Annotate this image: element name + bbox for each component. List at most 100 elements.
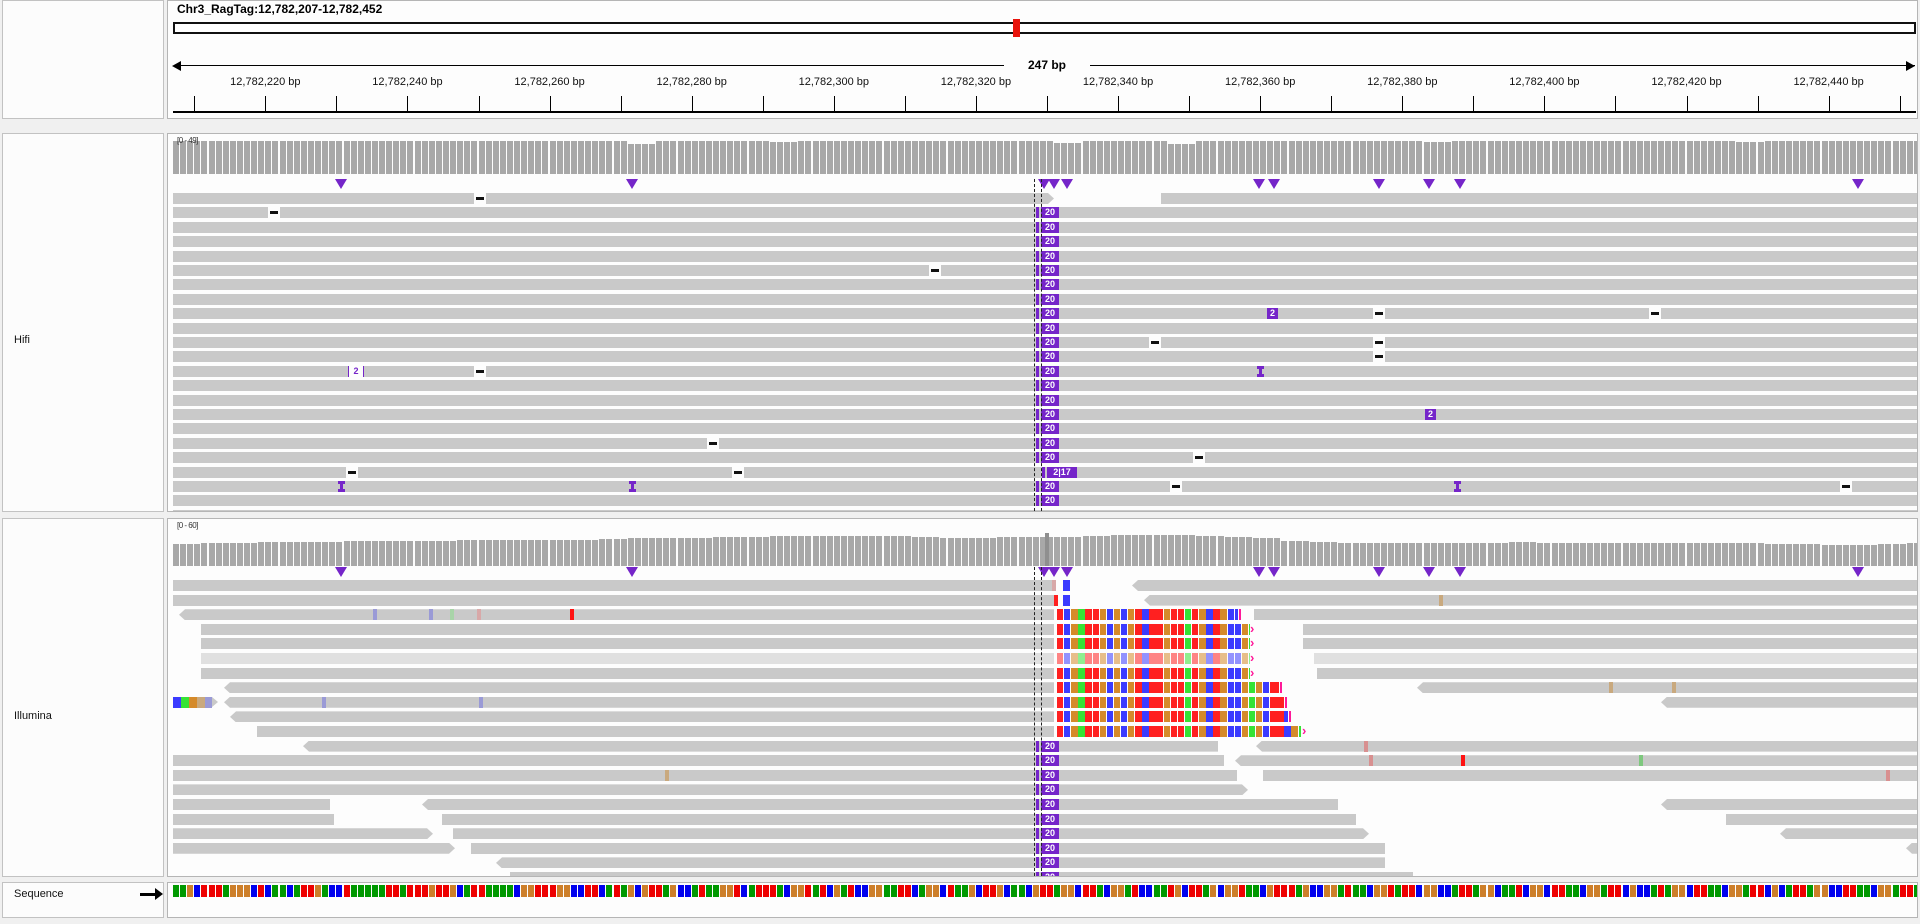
- read[interactable]: [173, 813, 334, 825]
- read[interactable]: [471, 842, 1385, 854]
- insertion-size-marker[interactable]: 20: [1041, 308, 1059, 320]
- deletion-dash[interactable]: [1151, 341, 1159, 344]
- insertion-size-marker[interactable]: 20: [1041, 799, 1059, 810]
- insertion-size-marker[interactable]: 20: [1041, 784, 1059, 796]
- insertion-size-marker[interactable]: 2|17: [1047, 466, 1077, 478]
- read[interactable]: [173, 843, 455, 854]
- read[interactable]: [1303, 638, 1917, 650]
- read[interactable]: [201, 653, 1054, 664]
- insertion-triangle-icon[interactable]: [1061, 179, 1073, 189]
- deletion-dash[interactable]: [476, 369, 484, 373]
- insertion-ibeam-marker[interactable]: [338, 481, 345, 492]
- insertion-ibeam-marker[interactable]: [1257, 365, 1264, 377]
- read[interactable]: [1161, 193, 1917, 204]
- insertion-triangle-icon[interactable]: [1423, 179, 1435, 189]
- deletion-dash[interactable]: [270, 211, 278, 215]
- insertion-triangle-icon[interactable]: [1061, 567, 1073, 577]
- read[interactable]: [201, 667, 1054, 679]
- deletion-dash[interactable]: [1375, 341, 1383, 344]
- read[interactable]: [1263, 769, 1917, 781]
- insertion-size-marker[interactable]: 20: [1041, 423, 1059, 435]
- insertion-size-marker[interactable]: 20: [1041, 265, 1059, 276]
- insertion-triangle-icon[interactable]: [1268, 567, 1280, 577]
- insertion-size-marker[interactable]: 20: [1041, 279, 1059, 291]
- read[interactable]: [1906, 842, 1917, 854]
- insertion-triangle-icon[interactable]: [1268, 179, 1280, 189]
- read[interactable]: [173, 594, 1054, 606]
- read[interactable]: [1780, 828, 1917, 840]
- read[interactable]: [179, 609, 1054, 621]
- deletion-dash[interactable]: [709, 441, 717, 445]
- deletion-dash[interactable]: [931, 269, 939, 272]
- insertion-size-marker[interactable]: 20: [1041, 337, 1059, 348]
- read[interactable]: [1144, 594, 1917, 606]
- insertion-size-marker[interactable]: 20: [1041, 481, 1059, 492]
- read[interactable]: [1254, 609, 1917, 621]
- track-label-panel-sequence[interactable]: Sequence: [2, 882, 164, 918]
- insertion-triangle-icon[interactable]: [1373, 179, 1385, 189]
- read[interactable]: [173, 755, 1224, 767]
- insertion-triangle-icon[interactable]: [1852, 567, 1864, 577]
- insertion-triangle-icon[interactable]: [335, 179, 347, 189]
- small-insertion-label[interactable]: 2: [1267, 308, 1278, 320]
- read[interactable]: [1314, 653, 1917, 664]
- read[interactable]: [510, 872, 1413, 876]
- insertion-size-marker[interactable]: 20: [1041, 221, 1059, 233]
- read[interactable]: [173, 784, 1248, 795]
- insertion-size-marker[interactable]: 20: [1041, 495, 1059, 507]
- read[interactable]: [1661, 799, 1917, 810]
- read[interactable]: [1132, 580, 1917, 591]
- read[interactable]: [257, 726, 1054, 737]
- insertion-size-marker[interactable]: 20: [1041, 769, 1059, 781]
- insertion-size-marker[interactable]: 20: [1041, 236, 1059, 248]
- insertion-ibeam-marker[interactable]: [1454, 481, 1461, 492]
- insertion-size-marker[interactable]: 20: [1041, 740, 1059, 752]
- insertion-triangle-icon[interactable]: [1454, 179, 1466, 189]
- insertion-size-marker[interactable]: 20: [1041, 250, 1059, 262]
- insertion-size-marker[interactable]: 20: [1041, 813, 1059, 825]
- deletion-dash[interactable]: [348, 470, 356, 474]
- read[interactable]: [1235, 755, 1917, 767]
- read[interactable]: [496, 857, 1385, 869]
- insertion-size-marker[interactable]: 20: [1041, 322, 1059, 334]
- coverage-track-illumina[interactable]: [168, 519, 1917, 566]
- insertion-size-marker[interactable]: 20: [1041, 409, 1059, 420]
- read[interactable]: [422, 799, 1338, 810]
- read[interactable]: [173, 193, 1054, 204]
- insertion-size-marker[interactable]: 20: [1041, 828, 1059, 840]
- read[interactable]: [1661, 696, 1917, 708]
- track-panel-illumina[interactable]: [0 - 60] › › › › › 20 20 20 20 20 20 20 20 20 20: [167, 518, 1918, 877]
- read[interactable]: [224, 696, 1054, 708]
- insertion-size-marker[interactable]: 20: [1041, 755, 1059, 767]
- track-panel-hifi[interactable]: [0 - 49] 20 20 20 20 20 20 20 2 20 20 20 20 2 20 20 20 2…: [167, 133, 1918, 512]
- read[interactable]: [453, 828, 1369, 839]
- read[interactable]: [173, 466, 1917, 478]
- insertion-triangle-icon[interactable]: [1048, 179, 1060, 189]
- deletion-dash[interactable]: [734, 470, 742, 474]
- chromosome-ideogram[interactable]: [173, 22, 1916, 34]
- insertion-triangle-icon[interactable]: [1038, 567, 1050, 577]
- track-label-panel-illumina[interactable]: Illumina: [2, 518, 164, 877]
- read[interactable]: [230, 711, 1054, 723]
- ruler[interactable]: 247 bp 12,782,220 bp 12,782,240 bp 12,782,2…: [168, 41, 1917, 118]
- track-label-panel-hifi[interactable]: Hifi: [2, 133, 164, 512]
- small-insertion-label[interactable]: 2: [1425, 409, 1436, 420]
- insertion-triangle-icon[interactable]: [626, 567, 638, 577]
- read[interactable]: [303, 740, 1218, 752]
- deletion-dash[interactable]: [1375, 312, 1383, 316]
- insertion-triangle-icon[interactable]: [1253, 567, 1265, 577]
- read[interactable]: [173, 799, 330, 810]
- insertion-ibeam-marker[interactable]: [629, 481, 636, 492]
- insertion-size-marker[interactable]: 20: [1041, 380, 1059, 392]
- insertion-size-marker[interactable]: 20: [1041, 365, 1059, 377]
- deletion-dash[interactable]: [1375, 355, 1383, 359]
- insertion-triangle-icon[interactable]: [626, 179, 638, 189]
- track-panel-sequence[interactable]: [167, 882, 1918, 918]
- read[interactable]: [173, 509, 1917, 511]
- insertion-size-marker[interactable]: 20: [1041, 394, 1059, 406]
- read[interactable]: [1303, 623, 1917, 635]
- insertion-triangle-icon[interactable]: [1253, 179, 1265, 189]
- read[interactable]: [442, 813, 1356, 825]
- small-insertion-label[interactable]: 2: [348, 365, 364, 377]
- read[interactable]: [1317, 667, 1917, 679]
